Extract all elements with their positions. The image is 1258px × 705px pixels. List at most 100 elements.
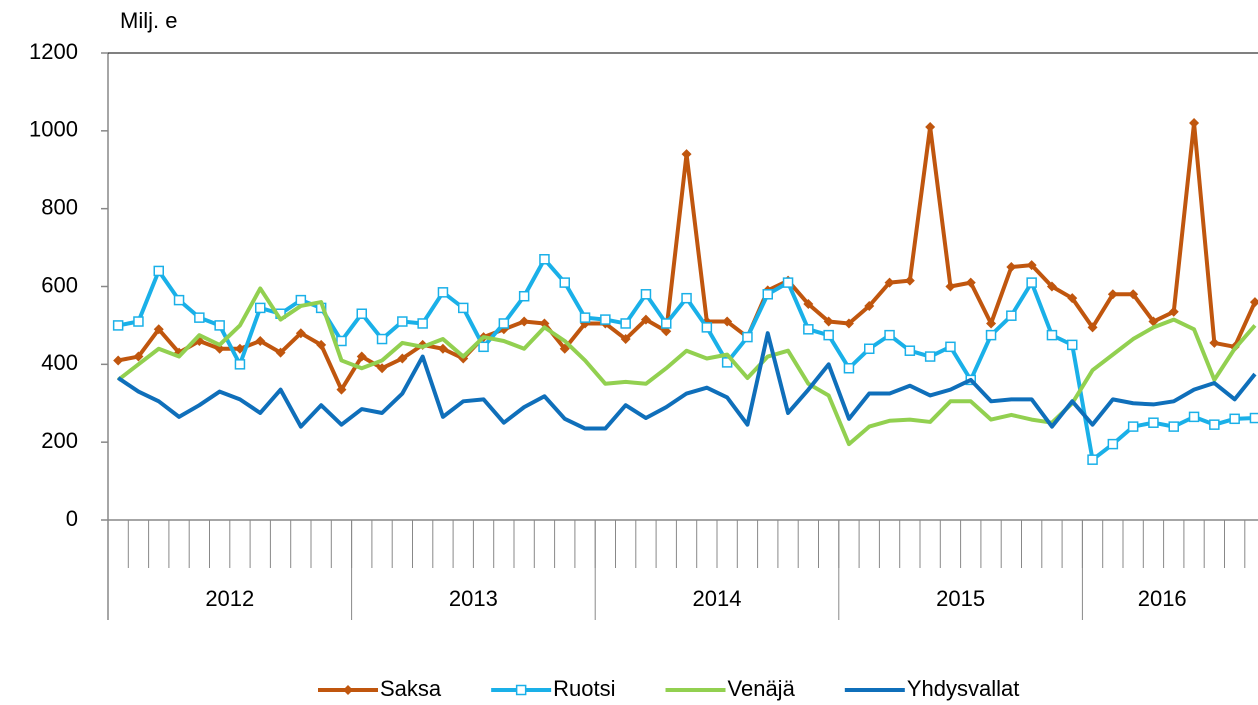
point-marker — [803, 324, 814, 335]
point-marker — [762, 289, 773, 300]
point-marker — [884, 329, 895, 341]
point-marker — [904, 345, 916, 356]
point-marker — [1209, 419, 1220, 430]
point-marker — [458, 302, 469, 314]
point-marker — [1168, 306, 1179, 317]
point-marker — [620, 334, 631, 345]
point-marker — [1107, 289, 1118, 300]
point-marker — [1026, 277, 1037, 288]
point-marker — [620, 318, 631, 329]
point-marker — [1209, 337, 1220, 348]
point-marker — [539, 254, 550, 265]
x-group-label: 2015 — [936, 586, 985, 611]
y-tick-label: 1200 — [29, 39, 78, 64]
point-marker — [255, 302, 266, 314]
x-group-label: 2013 — [449, 586, 498, 611]
point-marker — [377, 363, 388, 374]
point-marker — [681, 149, 692, 160]
legend-label: Ruotsi — [553, 676, 615, 701]
y-axis-label: Milj. e — [120, 8, 177, 33]
point-marker — [925, 121, 936, 132]
point-marker — [1188, 411, 1200, 423]
point-marker — [336, 335, 347, 347]
point-marker — [133, 316, 144, 327]
point-marker — [194, 312, 205, 323]
legend-label: Yhdysvallat — [907, 676, 1020, 701]
point-marker — [1107, 438, 1119, 450]
point-marker — [661, 318, 672, 329]
point-marker — [1046, 281, 1057, 292]
point-marker — [884, 277, 895, 288]
legend-label: Saksa — [380, 676, 442, 701]
point-marker — [133, 351, 144, 362]
y-tick-label: 600 — [41, 272, 78, 297]
point-marker — [397, 353, 408, 364]
point-marker — [173, 294, 185, 306]
point-marker — [1189, 118, 1200, 129]
point-marker — [701, 322, 713, 333]
point-marker — [823, 316, 834, 327]
point-marker — [1006, 262, 1017, 273]
legend-label: Venäjä — [728, 676, 796, 701]
point-marker — [985, 329, 997, 341]
point-marker — [1168, 421, 1179, 432]
point-marker — [376, 333, 388, 345]
legend: Saksa Ruotsi Venäjä Yhdysvallat — [318, 676, 1019, 701]
point-marker — [600, 314, 611, 325]
series — [117, 331, 1257, 431]
point-marker — [1067, 339, 1078, 351]
point-marker — [1148, 316, 1159, 327]
point-marker — [864, 343, 875, 355]
point-marker — [1128, 289, 1139, 300]
point-marker — [437, 343, 448, 354]
point-marker — [1249, 297, 1258, 308]
point-marker — [945, 281, 956, 292]
point-marker — [515, 684, 527, 696]
point-marker — [255, 335, 266, 346]
point-marker — [1046, 329, 1058, 341]
point-marker — [640, 314, 651, 325]
point-marker — [539, 318, 550, 329]
x-group-label: 2016 — [1138, 586, 1187, 611]
point-marker — [843, 362, 855, 374]
y-tick-label: 200 — [41, 428, 78, 453]
point-marker — [1127, 421, 1139, 432]
y-tick-label: 0 — [66, 506, 78, 531]
series-line — [117, 331, 1257, 431]
point-marker — [112, 320, 124, 331]
point-marker — [336, 384, 347, 395]
point-marker — [1148, 417, 1159, 428]
point-marker — [356, 351, 367, 362]
point-marker — [986, 318, 997, 329]
point-marker — [904, 275, 915, 286]
point-marker — [214, 343, 225, 354]
y-tick-label: 800 — [41, 194, 78, 219]
point-marker — [417, 318, 428, 329]
point-marker — [397, 316, 408, 327]
point-marker — [153, 324, 164, 335]
series — [112, 254, 1258, 465]
point-marker — [559, 343, 570, 354]
point-marker — [343, 685, 353, 695]
point-marker — [864, 300, 875, 311]
point-marker — [1249, 412, 1258, 424]
point-marker — [498, 318, 510, 329]
x-group-label: 2014 — [693, 586, 742, 611]
point-marker — [579, 312, 591, 323]
point-marker — [356, 308, 367, 319]
point-marker — [965, 277, 976, 288]
point-marker — [782, 277, 794, 288]
y-tick-label: 400 — [41, 350, 78, 375]
point-marker — [234, 343, 245, 354]
point-marker — [803, 299, 814, 310]
point-marker — [518, 290, 530, 302]
point-marker — [1229, 413, 1240, 425]
point-marker — [823, 329, 834, 341]
point-marker — [924, 351, 936, 362]
point-marker — [1026, 260, 1037, 271]
point-marker — [742, 331, 753, 343]
point-marker — [1067, 293, 1078, 304]
point-marker — [681, 292, 692, 304]
point-marker — [275, 347, 286, 358]
point-marker — [113, 355, 124, 366]
